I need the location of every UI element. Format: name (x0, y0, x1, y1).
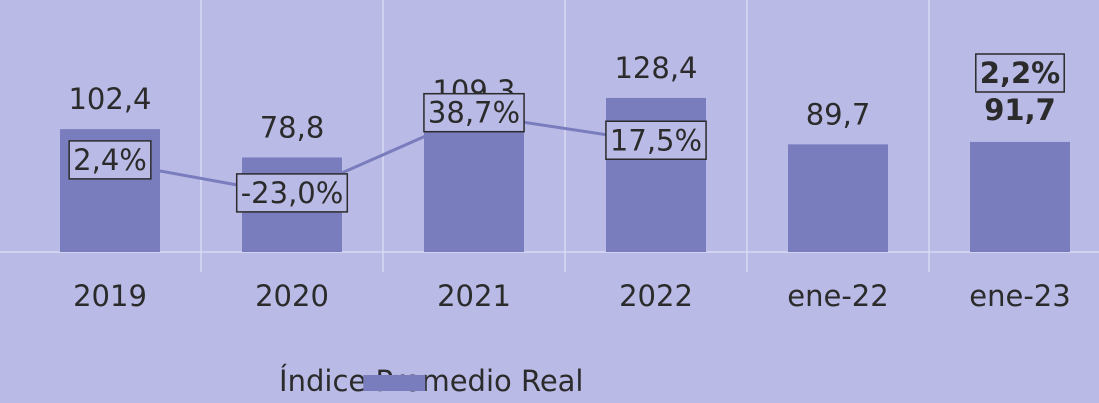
bar-value-label: 128,4 (614, 51, 697, 85)
bar (970, 141, 1070, 252)
line-value-label: 2,2% (980, 56, 1060, 90)
line-value-label: 17,5% (610, 123, 702, 157)
bar-value-label: 91,7 (984, 93, 1056, 127)
x-tick-label: ene-23 (969, 279, 1070, 313)
x-tick-label: 2020 (255, 279, 329, 313)
bar-value-label: 102,4 (68, 82, 151, 116)
x-tick-label: 2022 (619, 279, 693, 313)
bar-value-label: 89,7 (806, 97, 871, 131)
line-label-box (68, 140, 152, 180)
line-label-box (975, 53, 1065, 93)
line-value-label: 38,7% (428, 96, 520, 130)
x-tick-label: 2021 (437, 279, 511, 313)
x-tick-label: ene-22 (787, 279, 888, 313)
bar (424, 120, 524, 252)
line-label-box (235, 173, 349, 213)
line-label-box (423, 92, 525, 133)
x-tick-label: 2019 (73, 279, 147, 313)
legend-label: Índice Promedio Real (279, 364, 583, 398)
legend-swatch (363, 375, 426, 391)
line-label-box (605, 120, 707, 160)
bar (788, 144, 888, 252)
bar-value-label: 78,8 (260, 110, 325, 144)
line-value-label: -23,0% (241, 176, 344, 210)
line-value-label: 2,4% (73, 143, 147, 177)
